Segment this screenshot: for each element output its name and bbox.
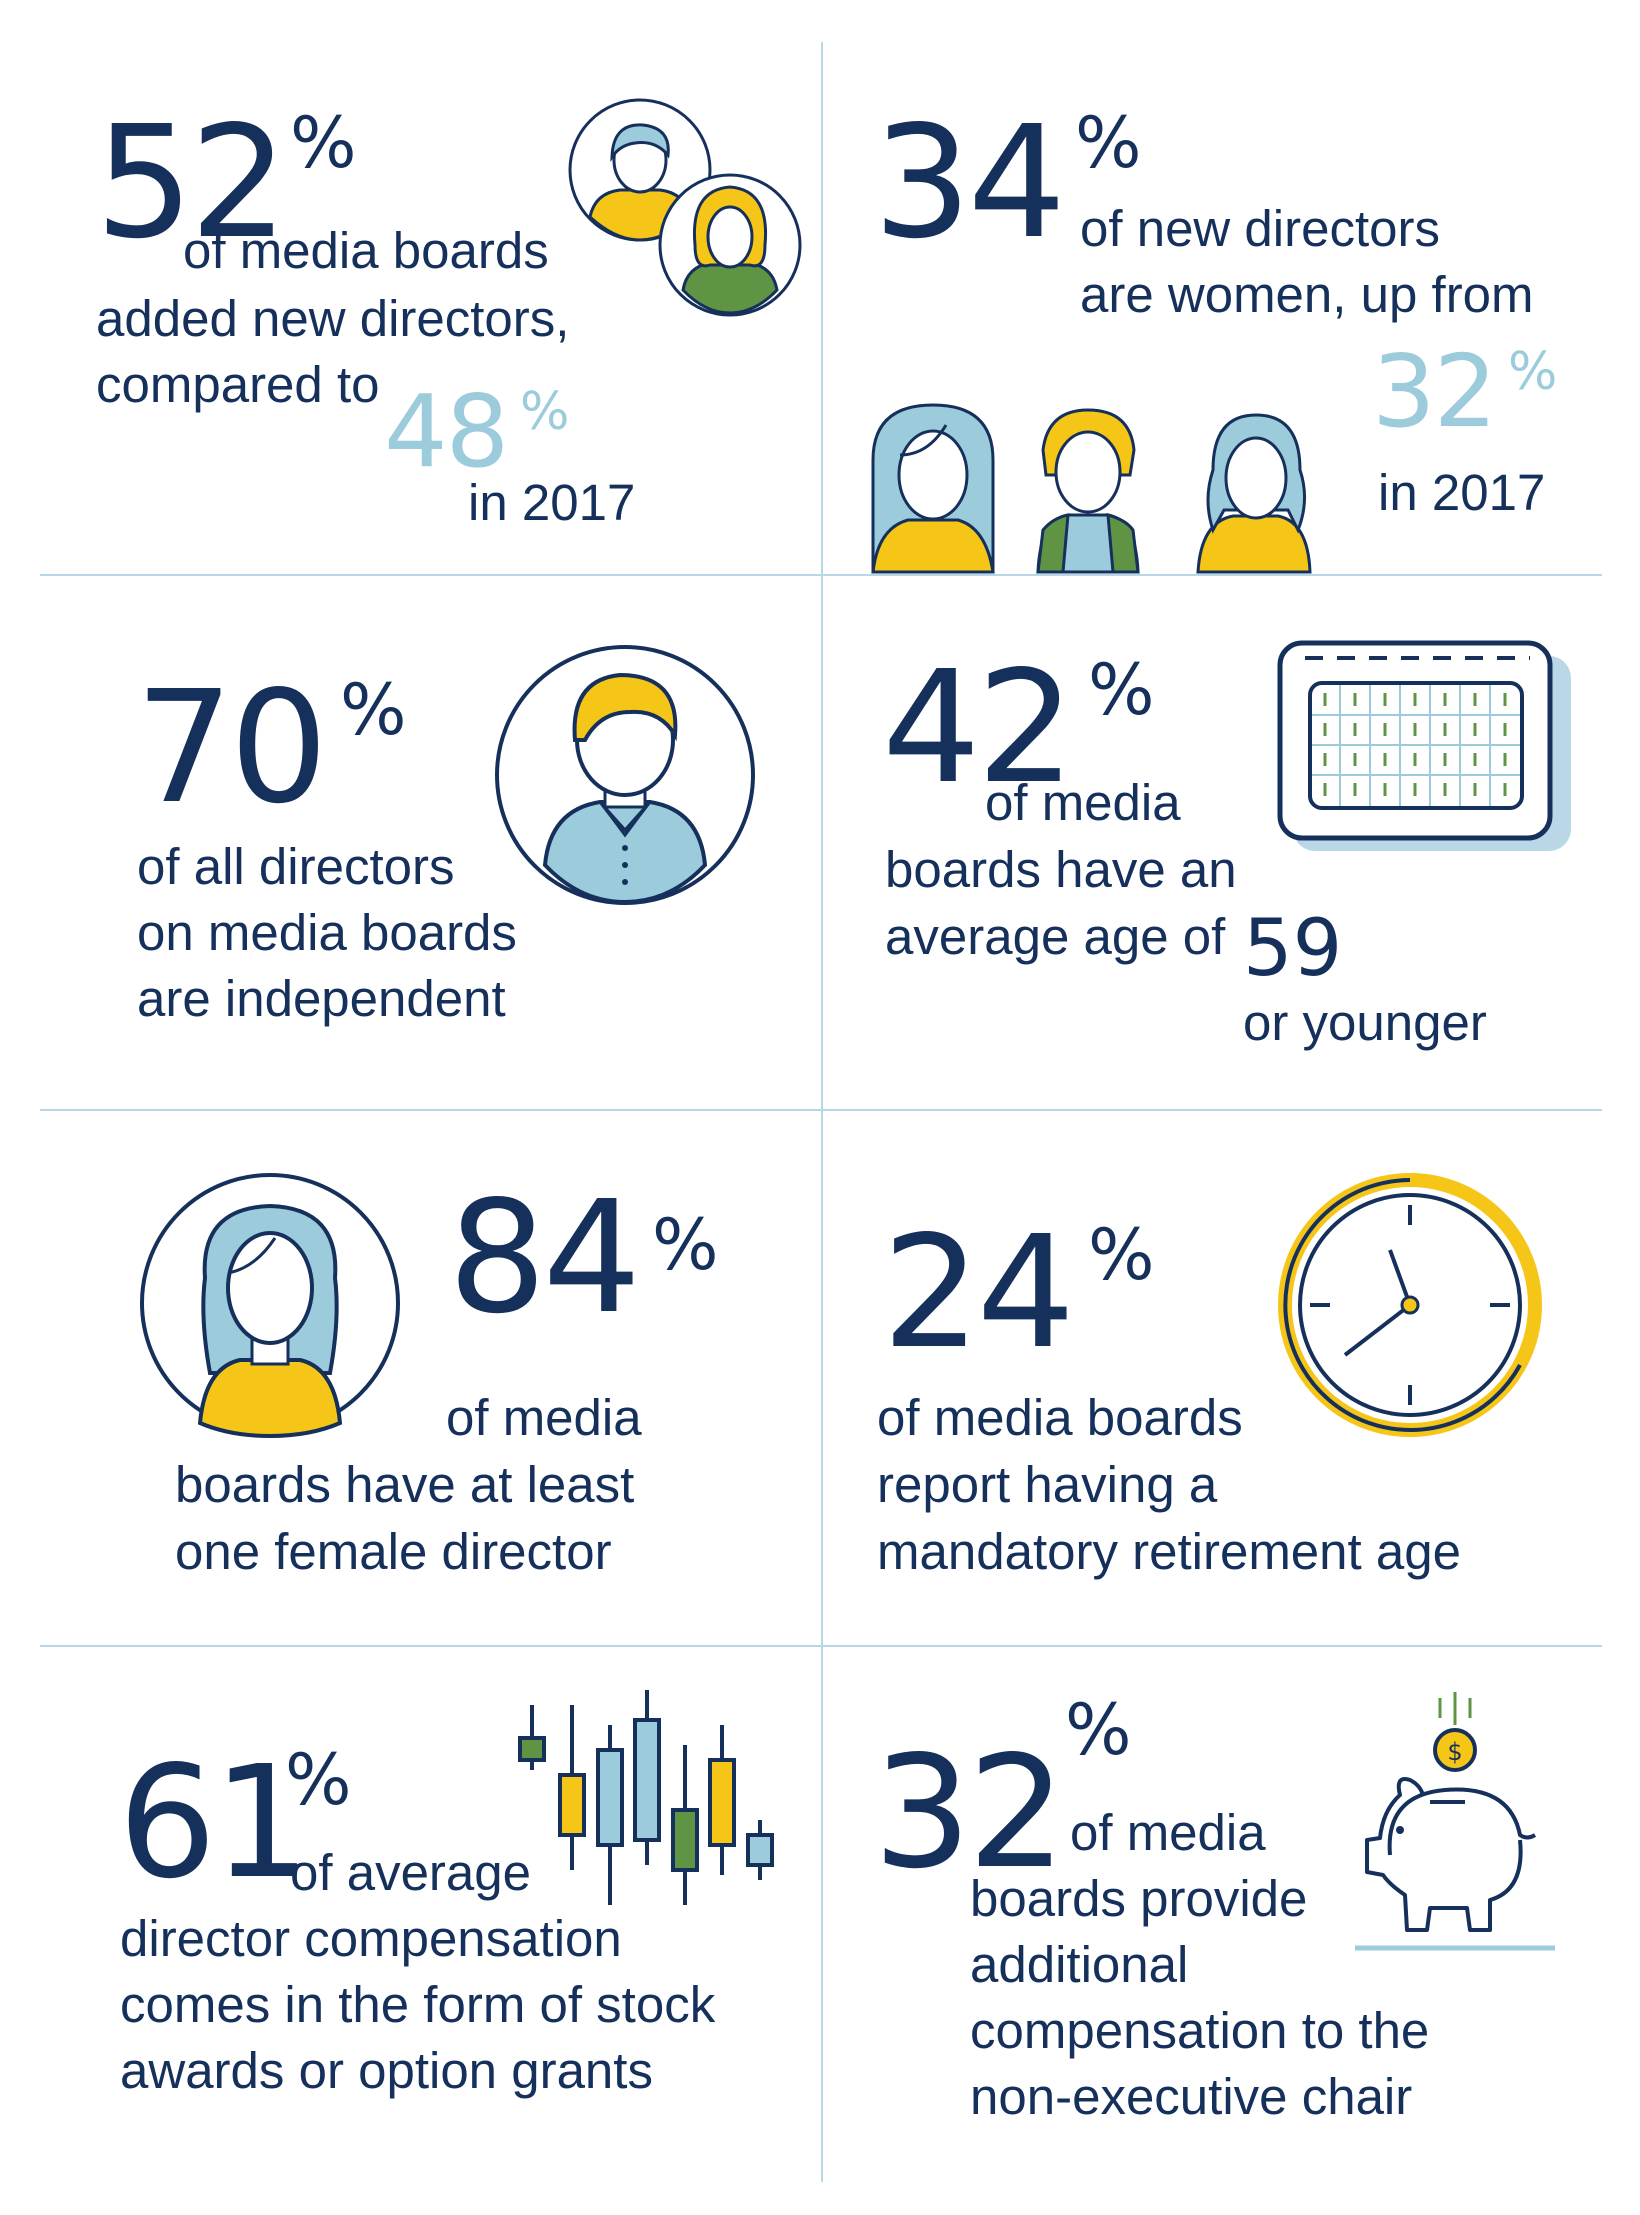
horizontal-divider-3 bbox=[40, 1645, 1602, 1647]
percent-symbol: % bbox=[340, 669, 407, 751]
stat-text-line: are independent bbox=[137, 970, 506, 1027]
stat-value: 70 bbox=[135, 657, 328, 838]
stat-value: 32 bbox=[873, 1722, 1066, 1903]
stat-value: 84 bbox=[448, 1167, 641, 1348]
stat-text-line: of average bbox=[290, 1844, 532, 1901]
stat-text-line: mandatory retirement age bbox=[877, 1523, 1461, 1580]
percent-symbol: % bbox=[1065, 1689, 1132, 1771]
stat-text-line: of media boards bbox=[183, 222, 549, 279]
stat-text-line: additional bbox=[970, 1936, 1189, 1993]
stat-text-line: of new directors bbox=[1080, 200, 1440, 257]
compare-year: in 2017 bbox=[468, 474, 636, 531]
stat-text-line: added new directors, bbox=[96, 290, 570, 347]
female-director-icon bbox=[140, 1173, 400, 1439]
stat-text-line: compensation to the bbox=[970, 2002, 1430, 2059]
stat-text-line: non-executive chair bbox=[970, 2068, 1413, 2125]
stat-text-line: of all directors bbox=[137, 838, 455, 895]
stat-text-line: comes in the form of stock bbox=[120, 1976, 716, 2033]
age-suffix: or younger bbox=[1243, 994, 1487, 1051]
compare-percent-symbol: % bbox=[520, 382, 570, 442]
stat-text-line: report having a bbox=[877, 1456, 1218, 1513]
stat-value: 61 bbox=[118, 1732, 311, 1913]
percent-symbol: % bbox=[285, 1739, 352, 1821]
compare-value: 32 bbox=[1372, 333, 1497, 450]
percent-symbol: % bbox=[652, 1204, 719, 1286]
stat-text-line: boards provide bbox=[970, 1870, 1308, 1927]
stat-value: 34 bbox=[873, 92, 1066, 273]
stat-text-line: of media boards bbox=[877, 1389, 1243, 1446]
vertical-divider bbox=[821, 42, 823, 2182]
percent-symbol: % bbox=[1088, 649, 1155, 731]
stat-text-line: on media boards bbox=[137, 904, 517, 961]
percent-symbol: % bbox=[1088, 1214, 1155, 1296]
horizontal-divider-2 bbox=[40, 1109, 1602, 1111]
stat-text-line: of media bbox=[446, 1389, 642, 1446]
stat-text-line: awards or option grants bbox=[120, 2042, 653, 2099]
percent-symbol: % bbox=[290, 102, 357, 184]
horizontal-divider-1 bbox=[40, 574, 1602, 576]
stat-text-line: average age of bbox=[885, 908, 1226, 965]
candlestick-chart-icon bbox=[518, 1690, 774, 1905]
stat-text-line: of media bbox=[985, 774, 1181, 831]
stat-text-line: boards have an bbox=[885, 841, 1237, 898]
stat-text-line: are women, up from bbox=[1080, 266, 1534, 323]
independent-director-icon bbox=[495, 645, 755, 905]
two-directors-icon bbox=[568, 98, 802, 317]
coin-dollar-symbol: $ bbox=[1447, 1738, 1462, 1766]
stat-text-line: director compensation bbox=[120, 1910, 622, 1967]
compare-value: 48 bbox=[384, 373, 509, 490]
calendar-icon bbox=[1277, 640, 1571, 851]
compare-percent-symbol: % bbox=[1508, 342, 1558, 402]
piggy-bank-icon: $ bbox=[1355, 1692, 1555, 1951]
compare-year: in 2017 bbox=[1378, 464, 1546, 521]
stat-text-line: boards have at least bbox=[175, 1456, 635, 1513]
stat-value: 42 bbox=[882, 637, 1075, 818]
percent-symbol: % bbox=[1075, 102, 1142, 184]
age-value: 59 bbox=[1243, 904, 1343, 994]
stat-text-line: one female director bbox=[175, 1523, 612, 1580]
stat-value: 52 bbox=[95, 92, 288, 273]
stat-text-line: compared to bbox=[96, 356, 380, 413]
stat-text-line: of media bbox=[1070, 1804, 1266, 1861]
stat-value: 24 bbox=[882, 1202, 1075, 1383]
three-women-icon bbox=[871, 403, 1312, 574]
clock-icon bbox=[1278, 1173, 1542, 1437]
